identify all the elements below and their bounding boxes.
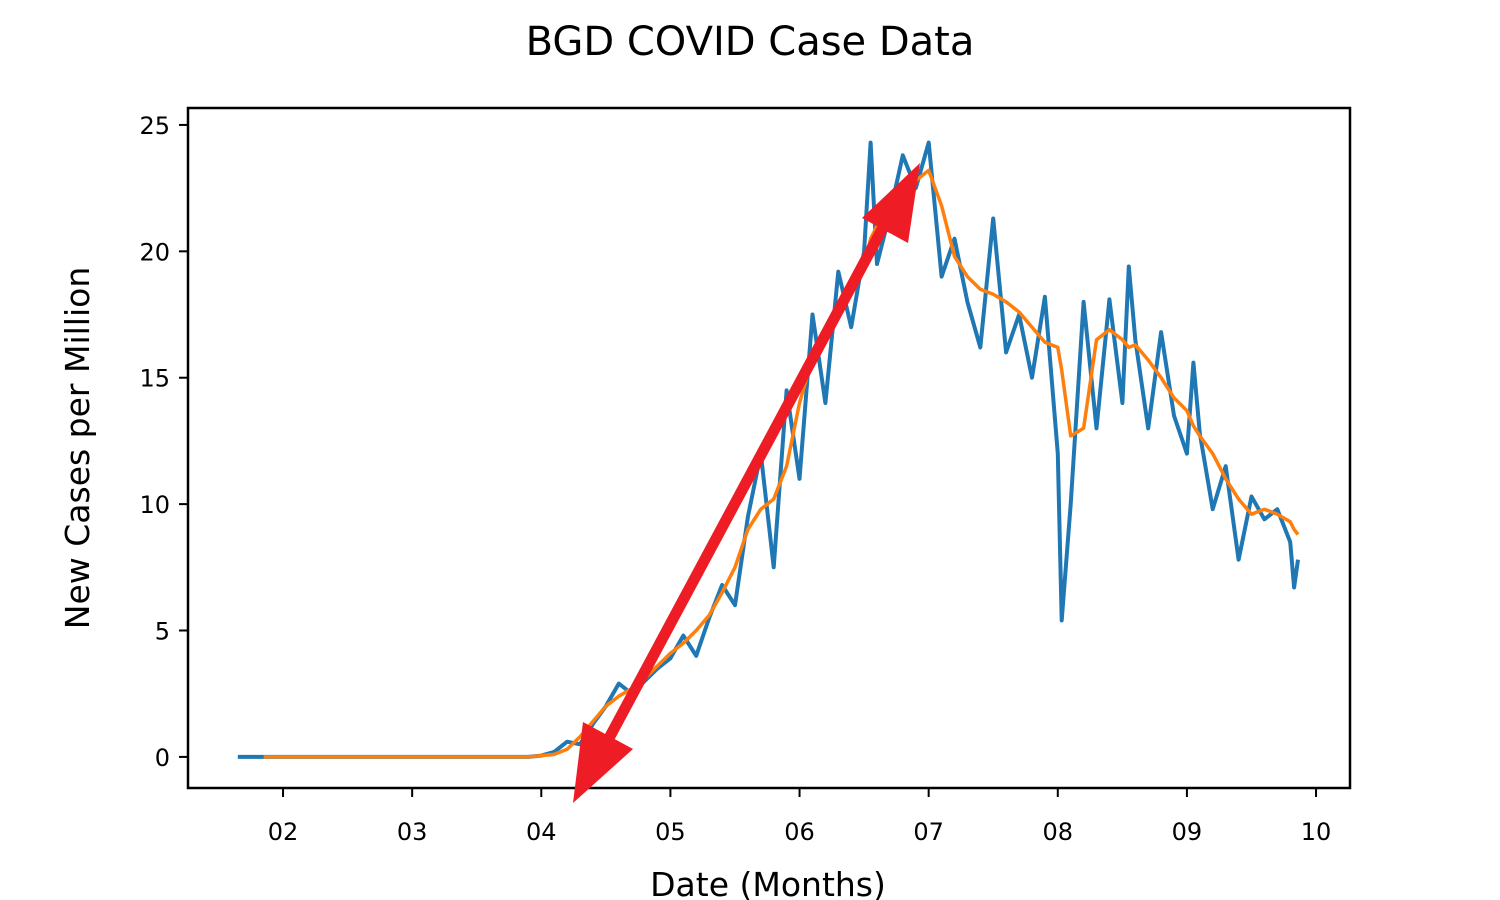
series-line: [237, 140, 1300, 759]
chart-title: BGD COVID Case Data: [526, 19, 975, 65]
arrow-shaft: [595, 202, 900, 758]
y-axis-label: New Cases per Million: [58, 267, 97, 629]
y-tick-label: 5: [155, 618, 170, 646]
x-tick-label: 10: [1301, 818, 1332, 846]
y-tick-label: 15: [139, 365, 170, 393]
y-tick-label: 20: [139, 238, 170, 266]
x-tick-label: 02: [268, 818, 299, 846]
arrow-head: [862, 163, 920, 243]
x-tick-label: 05: [655, 818, 686, 846]
y-tick-label: 10: [139, 491, 170, 519]
x-tick-label: 09: [1172, 818, 1203, 846]
y-tick-label: 25: [139, 112, 170, 140]
x-tick-label: 08: [1043, 818, 1074, 846]
arrow-head: [573, 722, 633, 803]
x-tick-label: 07: [913, 818, 944, 846]
x-axis-label: Date (Months): [650, 865, 886, 900]
x-tick-label: 04: [526, 818, 557, 846]
y-tick-label: 0: [155, 744, 170, 772]
axes-frame: [186, 106, 1352, 790]
x-tick-label: 06: [784, 818, 815, 846]
x-tick-label: 03: [397, 818, 428, 846]
double-arrow-annotation: [573, 163, 920, 803]
